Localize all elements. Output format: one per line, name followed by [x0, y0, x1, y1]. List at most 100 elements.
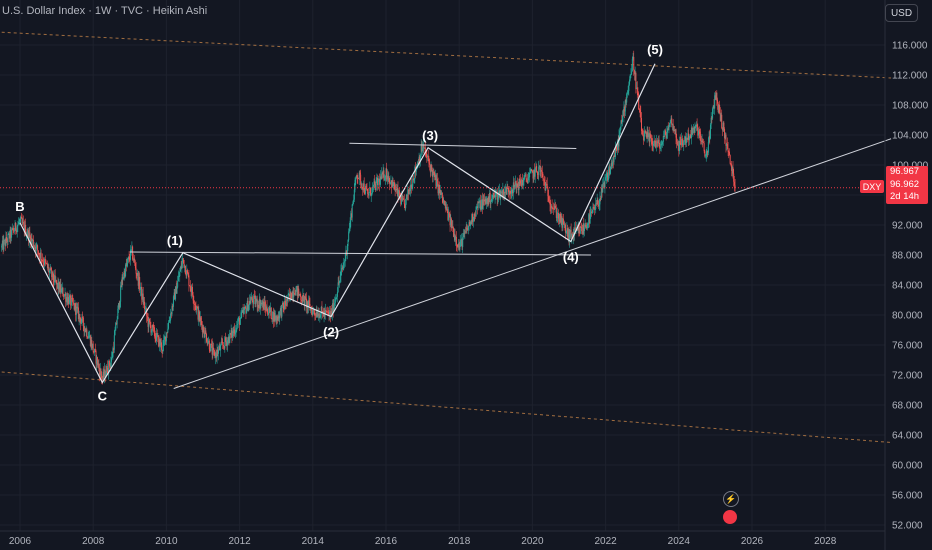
candle-body — [93, 351, 95, 353]
candle-body — [590, 211, 592, 213]
candle-body — [33, 246, 35, 248]
candle-body — [205, 330, 207, 334]
candle-body — [463, 233, 465, 235]
candle-body — [282, 302, 284, 305]
candle-body — [303, 295, 305, 297]
candle-body — [602, 183, 604, 193]
candle-body — [458, 243, 460, 250]
candle-body — [413, 179, 415, 181]
candle-body — [142, 293, 144, 304]
candle-body — [359, 172, 361, 175]
candle-body — [521, 180, 523, 186]
candle-body — [203, 327, 205, 333]
candle-body — [181, 262, 183, 269]
candle-body — [609, 168, 611, 174]
candle-body — [667, 128, 669, 133]
candle-body — [260, 304, 262, 309]
candle-body — [1, 240, 3, 246]
price-tick-label: 92.000 — [892, 221, 923, 232]
candle-body — [669, 119, 671, 123]
candle-body — [728, 151, 730, 156]
candle-body — [61, 287, 63, 289]
candle-body — [356, 175, 358, 178]
candle-body — [472, 214, 474, 222]
candle-body — [289, 293, 291, 297]
candle-body — [177, 276, 179, 282]
candle-body — [731, 167, 733, 171]
candle-body — [697, 126, 699, 136]
candle-body — [187, 270, 189, 274]
candle-body — [160, 342, 162, 350]
candle-body — [79, 314, 81, 319]
candle-body — [690, 127, 692, 139]
candle-body — [195, 305, 197, 310]
lightning-icon[interactable]: ⚡ — [723, 491, 739, 507]
candle-body — [443, 200, 445, 206]
candle-body — [245, 307, 247, 314]
candle-body — [353, 189, 355, 200]
candle-body — [365, 186, 367, 194]
candle-body — [9, 229, 11, 239]
candle-body — [109, 365, 111, 367]
currency-button[interactable]: USD — [885, 4, 918, 22]
candle-body — [540, 170, 542, 172]
candle-body — [42, 260, 44, 264]
candle-body — [254, 295, 256, 305]
candle-body — [334, 303, 336, 306]
candle-body — [584, 224, 586, 229]
candle-body — [726, 144, 728, 149]
candle-body — [592, 206, 594, 213]
time-axis[interactable]: 2006 2008 2010 2012 2014 2016 2018 2020 2022 2024… — [0, 530, 885, 547]
candle-body — [196, 307, 198, 310]
wave-drawing[interactable]: B C (1) (2) (3) (4) (5) — [15, 42, 663, 404]
candle-body — [276, 316, 278, 321]
candle-body — [441, 192, 443, 199]
candle-body — [593, 207, 595, 210]
candle-body — [53, 279, 55, 283]
candle-body — [426, 156, 428, 157]
candle-body — [239, 318, 241, 325]
candle-body — [488, 196, 490, 203]
us-flag-icon[interactable] — [723, 510, 737, 524]
candle-body — [313, 309, 315, 313]
candle-body — [469, 221, 471, 226]
candle-body — [339, 275, 341, 281]
candle-body — [387, 175, 389, 181]
candle-body — [136, 273, 138, 276]
candle-body — [71, 298, 73, 299]
candle-body — [180, 266, 182, 269]
candle-body — [553, 208, 555, 210]
candle-body — [531, 171, 533, 172]
candle-body — [184, 265, 186, 274]
candle-body — [436, 179, 438, 187]
candle-body — [209, 349, 211, 352]
candle-body — [135, 268, 137, 274]
candle-body — [419, 155, 421, 162]
candle-body — [522, 181, 524, 186]
candle-body — [687, 133, 689, 140]
candle-body — [330, 311, 332, 318]
candle-body — [140, 286, 142, 290]
candle-body — [640, 112, 642, 118]
candle-body — [373, 181, 375, 185]
candle-body — [438, 184, 440, 194]
candle-body — [199, 317, 201, 322]
candle-body — [671, 118, 673, 126]
candle-body — [639, 109, 641, 113]
trend-lines[interactable] — [129, 138, 892, 389]
candle-body — [685, 136, 687, 143]
candle-body — [16, 226, 18, 233]
candle-body — [511, 189, 513, 194]
candle-body — [621, 120, 623, 122]
candle-body — [210, 343, 212, 346]
candle-body — [146, 308, 148, 317]
price-axis[interactable]: 116.000112.000108.000104.000100.00096.00… — [884, 0, 929, 550]
candle-body — [259, 299, 261, 309]
candle-body — [660, 144, 662, 148]
candle-body — [494, 194, 496, 198]
candle-body — [680, 143, 682, 146]
candle-body — [112, 348, 114, 357]
candle-body — [457, 246, 459, 248]
candle-body — [127, 257, 129, 259]
